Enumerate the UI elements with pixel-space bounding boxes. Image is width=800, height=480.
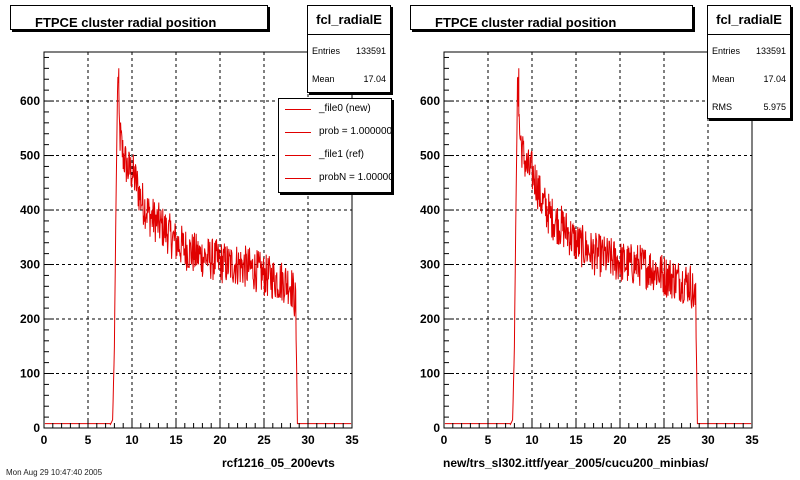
- x-tick-label: 20: [613, 433, 627, 447]
- footer-timestamp: Mon Aug 29 10:47:40 2005: [6, 468, 103, 477]
- y-tick-label: 400: [20, 203, 40, 217]
- y-tick-label: 100: [20, 367, 40, 381]
- x-tick-label: 25: [257, 433, 271, 447]
- chart-title-left: FTPCE cluster radial position: [10, 5, 268, 30]
- x-tick-label: 10: [525, 433, 539, 447]
- stats-mean-value: 17.04: [763, 74, 786, 84]
- x-tick-label: 0: [41, 433, 48, 447]
- y-tick-label: 100: [420, 367, 440, 381]
- stats-mean-label: Mean: [312, 74, 335, 84]
- legend-text-3: probN = 1.000000: [319, 172, 392, 183]
- y-tick-label: 400: [420, 203, 440, 217]
- y-tick-label: 200: [420, 312, 440, 326]
- stats-name-left: fcl_radialE: [308, 6, 390, 35]
- x-tick-label: 15: [569, 433, 583, 447]
- x-tick-label: 30: [701, 433, 715, 447]
- x-tick-label: 30: [301, 433, 315, 447]
- legend-entry-0: _file0 (new): [279, 99, 391, 121]
- x-tick-label: 10: [125, 433, 139, 447]
- y-tick-label: 600: [420, 94, 440, 108]
- chart-panel-right: 0 5 10 15 20 25 30 35 0 100 200 300 400 500 600: [420, 51, 759, 447]
- x-tick-label: 25: [657, 433, 671, 447]
- y-tick-label: 500: [20, 149, 40, 163]
- legend-box-left: _file0 (new) prob = 1.000000 _file1 (ref…: [278, 98, 392, 193]
- stats-entries-right: Entries 133591: [712, 46, 786, 60]
- stats-box-left: fcl_radialE Entries 133591 Mean 17.04: [307, 5, 391, 93]
- x-tick-label: 0: [441, 433, 448, 447]
- y-tick-label: 600: [20, 94, 40, 108]
- stats-rms-right: RMS 5.975: [712, 102, 786, 116]
- series-line-0: [444, 68, 752, 426]
- legend-line-0: [285, 109, 311, 110]
- x-tick-label: 35: [345, 433, 359, 447]
- legend-text-2: _file1 (ref): [319, 149, 365, 160]
- stats-entries-label: Entries: [712, 46, 741, 56]
- legend-line-3: [285, 178, 311, 179]
- stats-entries-left: Entries 133591: [312, 46, 386, 60]
- legend-line-1: [285, 132, 311, 133]
- stats-rms-value: 5.975: [763, 102, 786, 112]
- stats-rms-label: RMS: [712, 102, 732, 112]
- stats-box-right: fcl_radialE Entries 133591 Mean 17.04 RM…: [707, 5, 791, 119]
- legend-text-0: _file0 (new): [319, 103, 371, 114]
- x-tick-label: 20: [213, 433, 227, 447]
- y-tick-label: 0: [433, 421, 440, 435]
- y-tick-label: 0: [33, 421, 40, 435]
- stats-mean-label: Mean: [712, 74, 735, 84]
- legend-text-1: prob = 1.000000: [319, 126, 392, 137]
- stats-name-right: fcl_radialE: [708, 6, 790, 35]
- chart-title-left-text: FTPCE cluster radial position: [35, 15, 217, 30]
- x-tick-label: 5: [485, 433, 492, 447]
- legend-entry-1: prob = 1.000000: [279, 122, 391, 144]
- plot-frame: [43, 51, 353, 429]
- chart-title-right-text: FTPCE cluster radial position: [435, 15, 617, 30]
- stats-entries-value: 133591: [755, 46, 786, 56]
- legend-entry-2: _file1 (ref): [279, 145, 391, 167]
- stats-entries-value: 133591: [355, 46, 386, 56]
- series-line-0: [44, 68, 352, 426]
- chart-title-right: FTPCE cluster radial position: [410, 5, 693, 30]
- plot-frame: [443, 51, 753, 429]
- stats-mean-value: 17.04: [363, 74, 386, 84]
- stats-entries-label: Entries: [312, 46, 341, 56]
- x-axis-title-left: rcf1216_05_200evts: [222, 456, 335, 470]
- y-tick-label: 300: [420, 258, 440, 272]
- y-tick-label: 500: [420, 149, 440, 163]
- legend-line-2: [285, 155, 311, 156]
- x-axis-title-right: new/trs_sl302.ittf/year_2005/cucu200_min…: [443, 456, 709, 470]
- legend-entry-3: probN = 1.000000: [279, 168, 391, 190]
- x-tick-label: 35: [745, 433, 759, 447]
- stats-mean-left: Mean 17.04: [312, 74, 386, 88]
- stats-mean-right: Mean 17.04: [712, 74, 786, 88]
- y-tick-label: 200: [20, 312, 40, 326]
- x-tick-label: 5: [85, 433, 92, 447]
- x-tick-label: 15: [169, 433, 183, 447]
- y-tick-label: 300: [20, 258, 40, 272]
